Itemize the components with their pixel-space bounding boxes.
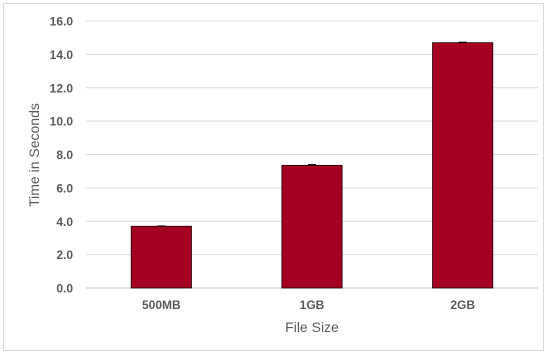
y-tick-label: 16.0 — [50, 15, 74, 29]
y-tick-label: 4.0 — [56, 215, 73, 229]
y-tick-label: 2.0 — [56, 248, 73, 262]
y-tick-label: 14.0 — [50, 48, 74, 62]
x-tick-label: 500MB — [142, 298, 181, 312]
y-tick-labels: 0.0 2.0 4.0 6.0 8.0 10.0 12.0 14.0 16.0 — [50, 15, 74, 296]
y-axis-label: Time in Seconds — [26, 103, 42, 207]
y-tick-label: 8.0 — [56, 148, 73, 162]
bars — [130, 41, 494, 289]
chart-frame — [3, 3, 544, 351]
x-tick-labels: 500MB 1GB 2GB — [142, 298, 475, 312]
x-axis-label: File Size — [285, 319, 339, 335]
y-tick-label: 12.0 — [50, 81, 74, 95]
bar-2gb — [432, 42, 494, 289]
y-tick-label: 10.0 — [50, 115, 74, 129]
x-tick-label: 1GB — [300, 298, 325, 312]
bar-1gb — [281, 164, 343, 289]
bar-500mb — [130, 225, 192, 289]
x-tick-label: 2GB — [450, 298, 475, 312]
y-tick-label: 6.0 — [56, 181, 73, 195]
y-tick-label: 0.0 — [56, 282, 73, 296]
